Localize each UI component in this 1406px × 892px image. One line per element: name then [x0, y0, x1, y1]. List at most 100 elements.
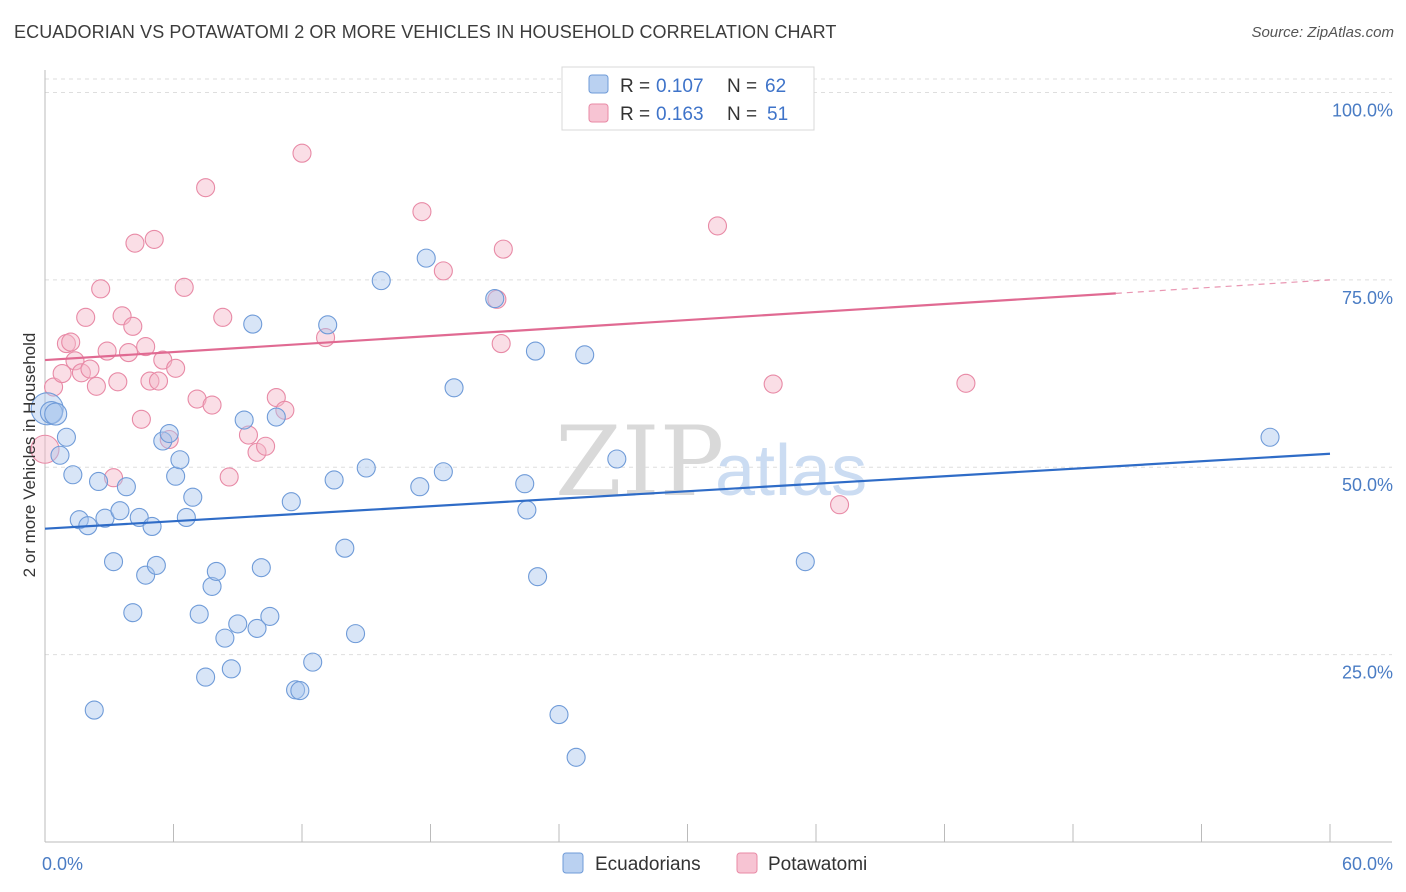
series-legend: Ecuadorians Potawatomi [562, 852, 867, 875]
potawatomi-point [292, 143, 312, 163]
ecuadorians-point [170, 450, 190, 470]
potawatomi-point [86, 376, 106, 396]
ecuadorians-point [84, 700, 104, 720]
potawatomi-point [108, 372, 128, 392]
ecuadorians-point [44, 402, 68, 426]
legend-r-value: 0.107 [656, 76, 704, 97]
potawatomi-point [493, 239, 513, 259]
legend-r-value: 0.163 [656, 104, 704, 125]
ecuadorians-point [206, 561, 226, 581]
ecuadorians-point [234, 410, 254, 430]
potawatomi-point [238, 425, 259, 445]
potawatomi-point [136, 337, 156, 357]
trend-lines [44, 279, 1331, 530]
ecuadorians-point [159, 423, 179, 444]
potawatomi-point [44, 377, 64, 397]
potawatomi-point [91, 279, 111, 299]
chart-title: ECUADORIAN VS POTAWATOMI 2 OR MORE VEHIC… [14, 22, 837, 42]
ecuadorians-point [525, 341, 545, 361]
potawatomi-point [166, 358, 186, 378]
ecuadorians-point [88, 471, 109, 492]
source-credit: Source: ZipAtlas.com [1251, 24, 1394, 41]
ecuadorians-point [324, 470, 344, 490]
legend-n-label: N = [727, 104, 757, 125]
stats-legend: R = 0.107 N = 62 R = 0.163 N = 51 [561, 66, 815, 131]
ecuadorians-point [136, 565, 156, 585]
potawatomi-point [148, 371, 169, 391]
trend-line-potawatomi-extension [1115, 279, 1331, 294]
ecuadorians-point [290, 681, 310, 701]
ecuadorians-point [517, 500, 537, 520]
x-tick-label: 60.0% [1342, 854, 1393, 874]
ecuadorians-point [607, 449, 627, 469]
ecuadorians-point [166, 466, 186, 486]
ecuadorians-point [416, 248, 436, 268]
gridlines [45, 78, 1392, 656]
ecuadorians-point [303, 652, 323, 672]
watermark-zip: ZIP [555, 406, 724, 518]
ecuadorians-point [251, 558, 271, 578]
ecuadorians-point [103, 552, 124, 572]
ecuadorians-point [371, 271, 391, 291]
legend-n-label: N = [727, 76, 757, 97]
axes [44, 70, 1392, 843]
series-ecuadorians-points [30, 248, 1280, 767]
y-tick-labels: 25.0% 50.0% 75.0% 100.0% [1332, 100, 1393, 682]
ecuadorians-point [243, 314, 263, 334]
legend-swatch-potawatomi [588, 103, 609, 123]
ecuadorians-point [335, 538, 355, 558]
potawatomi-point [159, 429, 179, 450]
potawatomi-point [956, 373, 976, 393]
potawatomi-point [196, 178, 216, 198]
ecuadorians-point [281, 492, 301, 512]
legend-n-value: 51 [767, 104, 788, 125]
potawatomi-point [256, 436, 276, 456]
potawatomi-point [433, 261, 453, 281]
y-tick-label: 50.0% [1342, 475, 1393, 495]
ecuadorians-point [202, 576, 222, 596]
ecuadorians-point [153, 431, 173, 451]
ecuadorians-point [266, 407, 286, 427]
potawatomi-point [76, 307, 96, 327]
potawatomi-point [707, 216, 728, 236]
ecuadorians-point [110, 501, 130, 521]
potawatomi-point [213, 307, 233, 327]
potawatomi-point [174, 277, 194, 297]
x-tick-label: 0.0% [42, 854, 83, 874]
potawatomi-point [144, 229, 164, 249]
potawatomi-point [830, 495, 850, 515]
ecuadorians-point [146, 555, 166, 575]
ecuadorians-point [795, 552, 815, 572]
potawatomi-point [219, 467, 239, 487]
ecuadorians-point [221, 659, 241, 679]
ecuadorians-point [549, 705, 569, 725]
potawatomi-point [202, 395, 222, 415]
trend-line-potawatomi [44, 292, 1116, 362]
ecuadorians-point [196, 667, 216, 687]
potawatomi-point [80, 359, 100, 379]
watermark-atlas: atlas [715, 431, 867, 511]
ecuadorians-point [410, 477, 430, 497]
ecuadorians-point [485, 289, 505, 309]
legend-n-value: 62 [765, 76, 786, 97]
ecuadorians-point [260, 606, 280, 626]
ecuadorians-point [95, 508, 115, 528]
potawatomi-point [763, 374, 783, 394]
legend-label-potawatomi: Potawatomi [768, 854, 867, 875]
legend-label-ecuadorians: Ecuadorians [595, 854, 701, 875]
y-tick-label: 25.0% [1342, 663, 1393, 683]
potawatomi-point [491, 334, 511, 354]
y-axis-label: 2 or more Vehicles in Household [20, 333, 39, 578]
potawatomi-point [125, 233, 145, 253]
legend-swatch-potawatomi [736, 852, 758, 874]
ecuadorians-point [444, 378, 464, 398]
ecuadorians-point [176, 507, 196, 528]
legend-swatch-ecuadorians [562, 852, 584, 874]
ecuadorians-point [50, 445, 70, 465]
ecuadorians-point [189, 604, 209, 624]
ecuadorians-point [30, 392, 64, 426]
ecuadorians-point [56, 427, 76, 447]
x-tick-labels: 0.0% 60.0% [42, 854, 1393, 874]
ecuadorians-point [247, 618, 267, 638]
